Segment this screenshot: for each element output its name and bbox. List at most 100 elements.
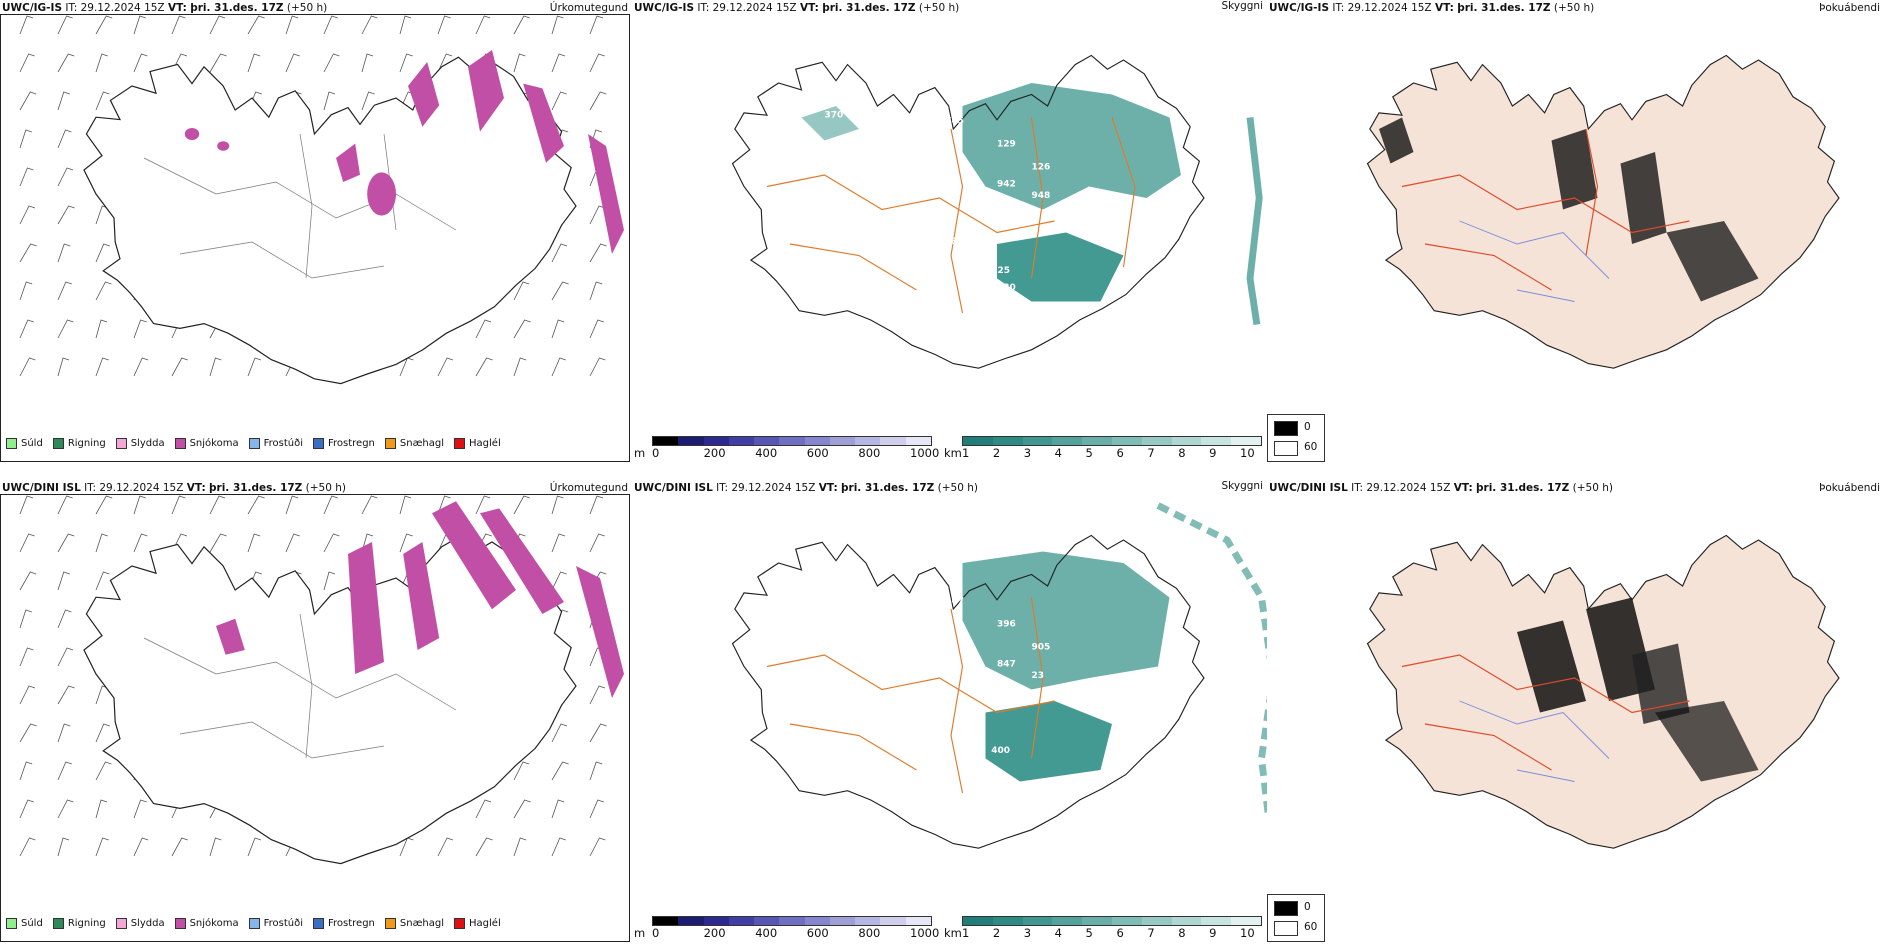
panel-type-label: Þokuábendi xyxy=(1819,482,1880,494)
wind-barb xyxy=(323,533,340,553)
fog-legend: 0 60 xyxy=(1267,414,1325,462)
colorbar-tick: 5 xyxy=(1085,446,1093,460)
legend-item-sleet: Slydda xyxy=(115,438,165,449)
cloud-height-label: 430 xyxy=(997,283,1016,293)
wind-barb xyxy=(57,723,71,743)
cloud-map: 370 347 745 129 126 942 948 769 158 234 325 304 430 8… xyxy=(731,54,1263,369)
wind-barb xyxy=(19,571,37,591)
visibility-colorbar: km 1 2 3 4 5 6 7 8 9 10 xyxy=(944,916,1264,942)
cloud-height-label: 425 xyxy=(825,591,844,601)
legend-swatch xyxy=(384,918,396,929)
colorbar-segment xyxy=(1111,437,1142,445)
wind-barb xyxy=(133,53,148,73)
wind-barb xyxy=(589,91,607,111)
wind-barb xyxy=(57,129,72,149)
wind-barb xyxy=(589,243,607,263)
map-frame xyxy=(0,494,630,942)
wind-barb xyxy=(513,319,531,339)
wind-barb xyxy=(589,761,603,781)
cloud-height-label: 325 xyxy=(991,266,1010,276)
wind-barb xyxy=(209,495,226,515)
colorbar-tick: 0 xyxy=(652,446,660,460)
wind-barb xyxy=(57,167,74,187)
wind-barb xyxy=(171,837,188,857)
colorbar-segment xyxy=(829,437,856,445)
legend-item-sudd: Súld xyxy=(6,918,43,929)
wind-barb xyxy=(19,495,34,515)
wind-barb xyxy=(551,357,566,377)
cloud-height-label: 39 xyxy=(905,168,918,178)
legend-swatch xyxy=(384,438,396,449)
wind-barb xyxy=(133,319,147,339)
cloud-height-label: 370 xyxy=(825,111,844,121)
wind-barb xyxy=(437,495,451,515)
wind-barb xyxy=(57,53,75,73)
colorbar-segment xyxy=(1082,437,1112,445)
cloud-visibility-panel-row1: UWC/IG-IS IT: 29.12.2024 15Z VT: þri. 31… xyxy=(632,0,1267,470)
legend-item-sudd: Súld xyxy=(6,438,43,449)
wind-barb xyxy=(437,837,454,857)
colorbar-tick: 9 xyxy=(1209,926,1217,940)
cloud-height-label: 158 xyxy=(853,243,872,253)
wind-barb xyxy=(551,243,568,263)
wind-barb xyxy=(57,533,75,553)
colorbar-segment xyxy=(905,917,931,925)
colorbar-tick: 600 xyxy=(806,446,829,460)
wind-barb xyxy=(57,91,70,111)
wind-barb xyxy=(551,91,567,111)
wind-barb xyxy=(513,357,527,377)
colorbar-segment xyxy=(1231,917,1261,925)
cloud-height-label: 942 xyxy=(997,180,1016,190)
panel-type-label: Úrkomutegund xyxy=(549,482,628,494)
panel-type-label: Þokuábendi xyxy=(1819,2,1880,14)
legend-swatch xyxy=(6,438,17,449)
wind-barb xyxy=(589,723,607,743)
cloud-height-label: 745 xyxy=(945,116,964,126)
colorbar-unit: m xyxy=(634,926,646,940)
wind-barb xyxy=(285,495,299,515)
wind-barb xyxy=(323,571,336,591)
wind-barb xyxy=(247,495,265,515)
fog-indicator-panel-row2: UWC/DINI ISL IT: 29.12.2024 15Z VT: þri.… xyxy=(1267,480,1900,950)
wind-barb xyxy=(95,15,113,35)
colorbar-strip xyxy=(962,916,1262,926)
wind-barb xyxy=(589,533,605,553)
wind-barb xyxy=(551,319,565,339)
wind-barb xyxy=(95,495,113,515)
fog-indicator-panel-row1: UWC/IG-IS IT: 29.12.2024 15Z VT: þri. 31… xyxy=(1267,0,1900,470)
legend-item-freezing-rain: Frostregn xyxy=(313,438,375,449)
colorbar-tick: 6 xyxy=(1116,446,1124,460)
visibility-colorbar: km 1 2 3 4 5 6 7 8 9 10 xyxy=(944,436,1264,462)
wind-barb xyxy=(95,319,108,339)
wind-barb xyxy=(285,53,300,73)
precip-map xyxy=(19,15,624,385)
wind-barb xyxy=(551,53,566,73)
wind-barb xyxy=(513,495,530,515)
wind-barb xyxy=(171,357,188,377)
model-name: UWC/IG-IS xyxy=(2,2,63,14)
colorbar-tick: 1000 xyxy=(910,926,940,940)
cloud-visibility-panel-row2: UWC/DINI ISL IT: 29.12.2024 15Z VT: þri.… xyxy=(632,480,1267,950)
wind-barb xyxy=(589,281,603,301)
wind-barb xyxy=(57,495,73,515)
colorbar-tick: 200 xyxy=(703,926,726,940)
model-name: UWC/DINI ISL xyxy=(2,482,81,494)
wind-barb xyxy=(247,357,262,377)
wind-barb xyxy=(361,53,374,73)
wind-barb xyxy=(19,357,36,377)
cloud-height-label: 38 xyxy=(882,671,895,681)
wind-barb xyxy=(323,495,338,515)
panel-header: UWC/DINI ISL IT: 29.12.2024 15Z VT: þri.… xyxy=(634,482,978,494)
wind-barb xyxy=(95,243,110,263)
panel-header: UWC/IG-IS IT: 29.12.2024 15Z VT: þri. 31… xyxy=(1269,2,1595,14)
legend-item-sleet: Slydda xyxy=(115,918,165,929)
colorbar-segment xyxy=(963,437,993,445)
wind-barb xyxy=(19,15,34,35)
wind-barb xyxy=(19,129,32,149)
wind-barb xyxy=(19,281,33,301)
wind-barb xyxy=(361,91,375,111)
legend-swatch xyxy=(174,438,186,449)
colorbar-segment xyxy=(703,917,729,925)
colorbar-segment xyxy=(779,437,805,445)
legend-swatch xyxy=(52,438,64,449)
